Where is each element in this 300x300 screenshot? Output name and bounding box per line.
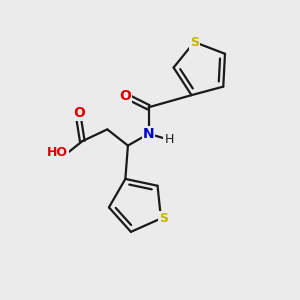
Text: O: O	[74, 106, 85, 120]
Text: S: S	[159, 212, 168, 225]
Text: HO: HO	[47, 146, 68, 159]
Text: H: H	[164, 133, 174, 146]
Text: O: O	[119, 88, 131, 103]
Text: N: N	[143, 127, 154, 141]
Text: S: S	[190, 35, 199, 49]
